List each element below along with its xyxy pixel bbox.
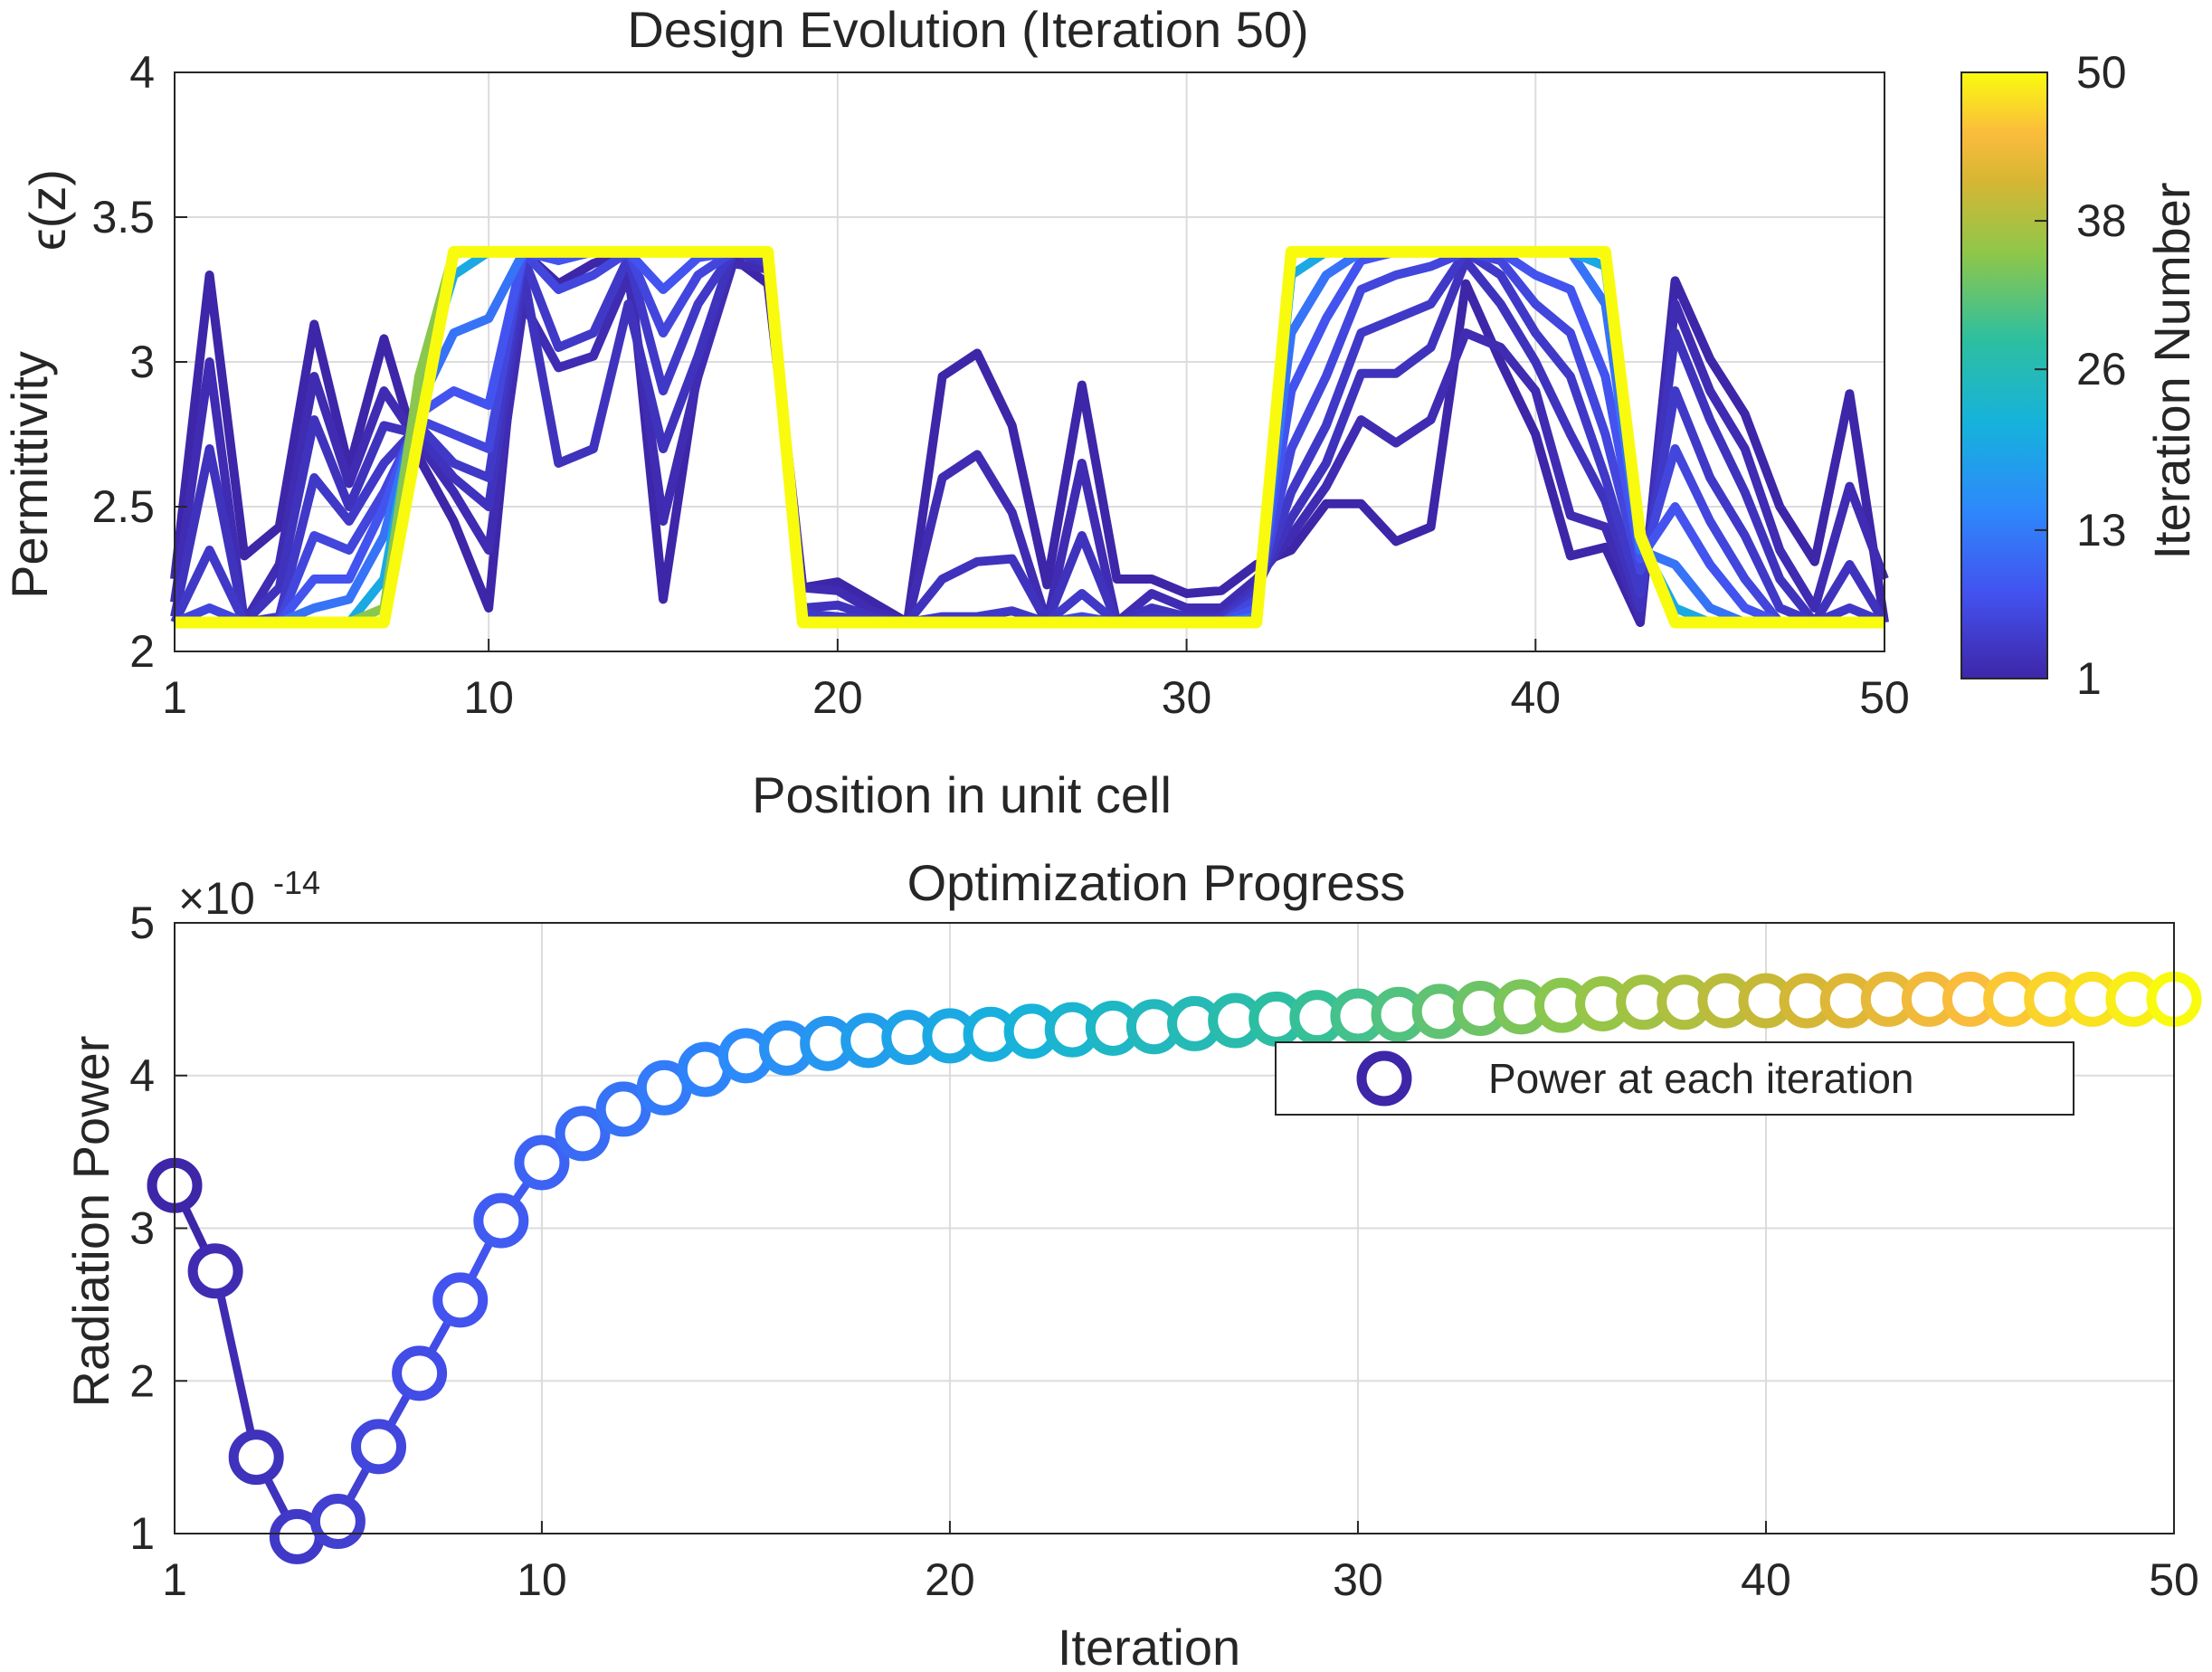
colorbar-ticks: 1 13 26 38 50	[2035, 47, 2127, 704]
x-axis-label: Position in unit cell	[752, 766, 1172, 823]
colorbar-tick-label: 1	[2076, 653, 2102, 704]
y-tick-label: 2	[129, 1355, 155, 1406]
colorbar-gradient	[1960, 71, 2048, 679]
permittivity-chart: Design Evolution (Iteration 50) 1 10 20 30 4…	[1, 1, 2200, 823]
y-tick-labels: 2 2.5 3 3.5 4	[91, 47, 187, 677]
y-tick-label: 4	[129, 47, 155, 98]
colorbar-label: Iteration Number	[2143, 182, 2200, 559]
power-point-iteration-8	[432, 1272, 489, 1328]
power-point-iteration-5	[309, 1494, 366, 1549]
power-series	[147, 971, 2202, 1564]
colorbar-tick-label: 13	[2076, 505, 2127, 556]
y-tick-label: 3	[129, 1203, 155, 1254]
x-tick-label: 10	[517, 1554, 567, 1605]
legend-label: Power at each iteration	[1488, 1055, 1914, 1102]
y-axis-label: Permittivity	[1, 351, 58, 599]
power-point-iteration-9	[473, 1192, 529, 1249]
y-tick-label: 2	[129, 626, 155, 677]
x-tick-label: 10	[463, 672, 514, 723]
y-tick-label: 3	[129, 337, 155, 387]
y-tick-label: 3.5	[91, 192, 155, 242]
power-point-iteration-10	[514, 1135, 570, 1191]
x-tick-label: 30	[1162, 672, 1212, 723]
power-chart: Optimization Progress 1 10 20 30 40 50 12345 …	[62, 854, 2202, 1672]
x-tick-label: 20	[812, 672, 863, 723]
series-line-iteration-3	[170, 247, 1889, 627]
series-line-iteration-50	[175, 245, 1884, 629]
series-line-iteration-1	[170, 247, 1889, 627]
chart-title: Optimization Progress	[907, 854, 1406, 911]
x-tick-label: 1	[162, 672, 187, 723]
x-tick-labels: 1 10 20 30 40 50	[162, 1521, 2199, 1605]
power-point-iteration-11	[555, 1106, 611, 1162]
x-tick-labels: 1 10 20 30 40 50	[162, 639, 1910, 723]
power-point-iteration-2	[187, 1243, 243, 1299]
y-tick-label: 5	[129, 898, 155, 948]
power-point-iteration-6	[351, 1419, 407, 1475]
y-exponent-base: ×10	[178, 873, 255, 924]
x-tick-label: 40	[1510, 672, 1561, 723]
x-tick-label: 40	[1741, 1554, 1791, 1605]
legend: Power at each iteration	[1275, 1041, 2074, 1116]
x-axis-label: Iteration	[1058, 1619, 1240, 1672]
series-lines	[170, 245, 1889, 629]
y-tick-labels: 1 2 3 4 5	[129, 898, 187, 1559]
colorbar: 1 13 26 38 50 Iteration Number	[1960, 47, 2200, 704]
power-line-segment	[211, 1267, 261, 1462]
y-exponent-power: -14	[273, 864, 320, 901]
x-tick-label: 50	[2149, 1554, 2199, 1605]
x-tick-label: 50	[1859, 672, 1910, 723]
y-tick-label: 2.5	[91, 481, 155, 532]
series-line-iteration-2	[170, 259, 1889, 627]
colorbar-tick-label: 26	[2076, 344, 2127, 394]
y-axis-label: Radiation Power	[62, 1036, 119, 1408]
x-tick-label: 30	[1333, 1554, 1383, 1605]
chart-title: Design Evolution (Iteration 50)	[627, 1, 1308, 58]
power-point-iteration-7	[392, 1345, 448, 1401]
y-axis-label-symbol: ϵ(z)	[19, 169, 76, 251]
colorbar-tick-label: 50	[2076, 47, 2127, 98]
colorbar-tick-label: 38	[2076, 195, 2127, 246]
power-point-iteration-12	[595, 1081, 651, 1137]
power-point-iteration-3	[228, 1430, 284, 1486]
y-exponent: ×10 -14	[178, 864, 320, 924]
x-tick-label: 1	[162, 1554, 187, 1605]
y-tick-label: 4	[129, 1050, 155, 1101]
y-tick-label: 1	[129, 1508, 155, 1559]
x-tick-label: 20	[925, 1554, 975, 1605]
legend-marker	[1356, 1050, 1412, 1107]
